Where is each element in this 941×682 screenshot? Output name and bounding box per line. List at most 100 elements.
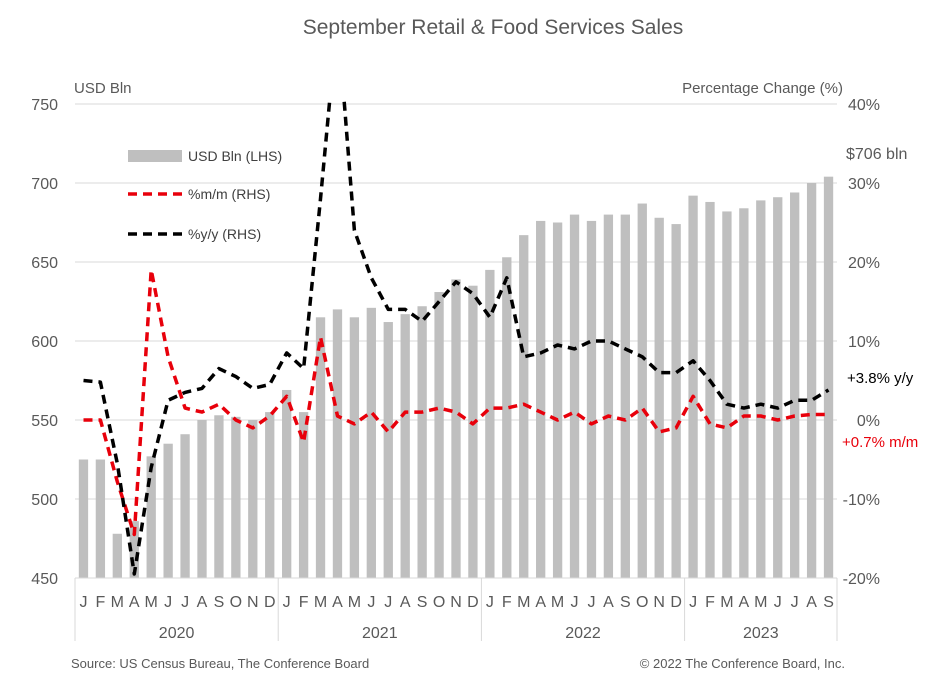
bar-usd-bln — [552, 222, 563, 578]
annotation-usd-level: $706 bln — [846, 146, 907, 163]
right-tick-label: -20% — [843, 571, 880, 588]
year-label: 2021 — [362, 625, 398, 642]
month-tick-label: N — [247, 594, 259, 611]
bar-usd-bln — [654, 217, 664, 578]
bar-usd-bln — [197, 420, 207, 578]
right-tick-label: 10% — [848, 334, 880, 351]
month-tick-label: S — [417, 594, 428, 611]
copyright-note: © 2022 The Conference Board, Inc. — [640, 656, 845, 671]
bar-usd-bln — [315, 317, 326, 578]
bar-usd-bln — [756, 200, 766, 578]
bar-usd-bln — [298, 412, 309, 578]
bar-usd-bln — [688, 195, 698, 578]
bar-usd-bln — [671, 224, 681, 578]
month-tick-label: J — [181, 594, 189, 611]
bar-usd-bln — [519, 235, 529, 578]
bar-usd-bln — [790, 192, 800, 579]
bar-usd-bln — [366, 307, 376, 578]
bar-usd-bln — [383, 322, 393, 578]
month-tick-label: N — [450, 594, 462, 611]
month-tick-label: F — [502, 594, 512, 611]
month-tick-label: F — [299, 594, 309, 611]
month-tick-label: D — [264, 594, 276, 611]
month-tick-label: O — [230, 594, 242, 611]
bar-usd-bln — [705, 201, 715, 578]
right-axis-label: Percentage Change (%) — [682, 80, 843, 97]
bar-usd-bln — [95, 459, 106, 578]
legend: USD Bln (LHS) %m/m (RHS) %y/y (RHS) — [128, 148, 282, 242]
bar-usd-bln — [332, 309, 343, 578]
left-tick-label: 550 — [31, 413, 58, 430]
annotation-mm: +0.7% m/m — [842, 434, 918, 451]
right-tick-label: 0% — [857, 413, 880, 430]
month-tick-label: S — [620, 594, 631, 611]
legend-label: %y/y (RHS) — [188, 226, 261, 242]
month-tick-label: M — [145, 594, 158, 611]
year-label: 2022 — [565, 625, 601, 642]
month-tick-label: N — [653, 594, 665, 611]
month-tick-label: J — [791, 594, 799, 611]
right-tick-label: 20% — [848, 255, 880, 272]
month-tick-label: O — [636, 594, 648, 611]
month-tick-label: J — [384, 594, 392, 611]
month-tick-label: J — [486, 594, 494, 611]
bar-usd-bln — [536, 220, 546, 579]
month-tick-label: M — [754, 594, 767, 611]
bar-usd-bln — [806, 183, 817, 578]
bar-usd-bln — [739, 208, 749, 578]
bar-usd-bln — [282, 389, 292, 578]
bar-usd-bln — [400, 314, 410, 578]
month-tick-label: M — [111, 594, 124, 611]
usd-bln-bars — [78, 176, 834, 579]
bar-usd-bln — [231, 416, 241, 578]
bar-usd-bln — [603, 214, 614, 578]
bar-usd-bln — [485, 269, 495, 578]
left-tick-label: 500 — [31, 492, 58, 509]
bar-usd-bln — [586, 220, 597, 579]
right-tick-label: 40% — [848, 97, 880, 114]
month-tick-label: M — [720, 594, 733, 611]
right-tick-label: -10% — [843, 492, 880, 509]
bar-usd-bln — [637, 203, 647, 579]
month-tick-label: J — [79, 594, 87, 611]
left-axis-label: USD Bln — [74, 80, 132, 97]
month-tick-label: D — [670, 594, 682, 611]
month-tick-label: A — [129, 594, 140, 611]
year-label: 2023 — [743, 625, 779, 642]
bar-usd-bln — [349, 317, 360, 578]
month-tick-label: A — [603, 594, 614, 611]
month-tick-label: A — [806, 594, 817, 611]
legend-label: %m/m (RHS) — [188, 186, 270, 202]
bar-usd-bln — [265, 412, 275, 578]
annotation-yy: +3.8% y/y — [847, 370, 914, 387]
bar-usd-bln — [129, 521, 139, 578]
month-tick-label: M — [551, 594, 564, 611]
month-tick-label: F — [705, 594, 715, 611]
month-tick-label: M — [348, 594, 361, 611]
bar-usd-bln — [451, 279, 461, 578]
bar-usd-bln — [722, 211, 732, 578]
month-tick-label: S — [214, 594, 225, 611]
bar-usd-bln — [773, 197, 783, 578]
bar-usd-bln — [214, 415, 224, 578]
source-note: Source: US Census Bureau, The Conference… — [71, 656, 369, 671]
month-tick-label: J — [283, 594, 291, 611]
left-tick-label: 650 — [31, 255, 58, 272]
month-tick-label: J — [587, 594, 595, 611]
month-tick-label: J — [367, 594, 375, 611]
month-tick-label: A — [535, 594, 546, 611]
month-tick-label: J — [571, 594, 579, 611]
year-label: 2020 — [159, 625, 195, 642]
bar-usd-bln — [468, 285, 478, 578]
axes: 450 -20% 500 -10% 550 0% 600 10% 650 20% 700 30% 750… — [31, 97, 880, 642]
bar-usd-bln — [434, 292, 444, 578]
bar-usd-bln — [417, 306, 427, 578]
left-tick-label: 700 — [31, 176, 58, 193]
left-tick-label: 750 — [31, 97, 58, 114]
bar-usd-bln — [823, 176, 834, 578]
month-tick-label: O — [433, 594, 445, 611]
right-tick-label: 30% — [848, 176, 880, 193]
left-tick-label: 450 — [31, 571, 58, 588]
bar-usd-bln — [180, 434, 190, 578]
